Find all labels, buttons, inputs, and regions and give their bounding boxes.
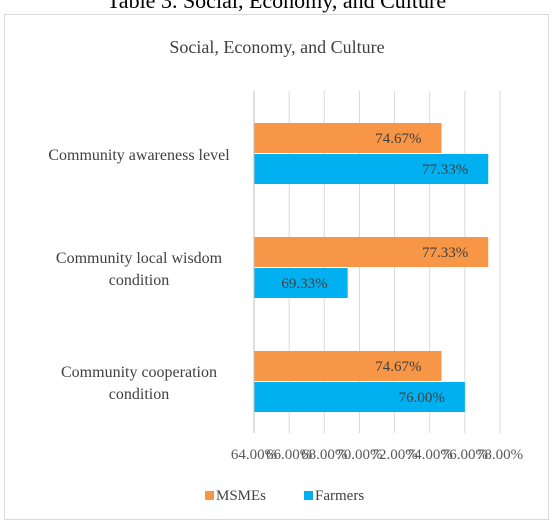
bar-msmes-1 (254, 237, 489, 267)
data-label-farmers-2: 76.00% (399, 390, 445, 406)
legend-label-farmers: Farmers (315, 488, 364, 504)
bar-msmes-2 (254, 351, 442, 381)
x-tick-label-3: 70.00% (336, 447, 382, 463)
x-tick-label-2: 68.00% (301, 447, 347, 463)
category-label-2-0: Community cooperation (61, 364, 217, 381)
category-label-2-1: condition (109, 386, 169, 403)
x-tick-label-7: 78.00% (477, 447, 523, 463)
data-label-farmers-0: 77.33% (422, 162, 468, 178)
bar-chart: Social, Economy, and Culture74.67%77.33%… (48, 37, 523, 504)
category-label-0-0: Community awareness level (48, 147, 230, 164)
data-label-farmers-1: 69.33% (281, 276, 327, 292)
x-tick-label-1: 66.00% (266, 447, 312, 463)
category-label-1-1: condition (109, 272, 169, 289)
legend-label-msmes: MSMEs (216, 488, 266, 504)
table-caption: Table 3. Social, Economy, and Culture (106, 0, 447, 13)
legend-swatch-farmers (304, 491, 313, 500)
category-label-1-0: Community local wisdom (56, 250, 223, 267)
x-tick-label-5: 74.00% (407, 447, 453, 463)
x-tick-label-4: 72.00% (371, 447, 417, 463)
bar-farmers-1 (254, 268, 348, 298)
data-label-msmes-0: 74.67% (375, 131, 421, 147)
x-tick-label-6: 76.00% (442, 447, 488, 463)
bar-farmers-2 (254, 382, 465, 412)
chart-frame: Social, Economy, and Culture 74.67% 77.33%… (4, 14, 549, 520)
data-label-msmes-1: 77.33% (422, 245, 468, 261)
chart-title: Social, Economy, and Culture (169, 37, 384, 57)
x-tick-label-0: 64.00% (231, 447, 277, 463)
bar-farmers-0 (254, 154, 489, 184)
bar-msmes-0 (254, 123, 442, 153)
data-label-msmes-2: 74.67% (375, 359, 421, 375)
legend-swatch-msmes (205, 491, 214, 500)
